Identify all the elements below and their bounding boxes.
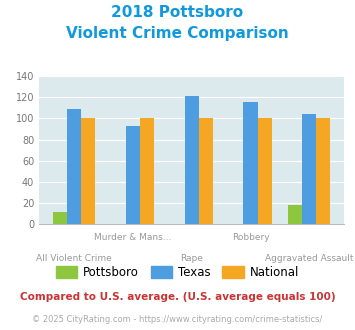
Bar xyxy=(288,205,302,224)
Bar xyxy=(81,118,95,224)
Text: Violent Crime Comparison: Violent Crime Comparison xyxy=(66,26,289,41)
Text: Murder & Mans...: Murder & Mans... xyxy=(94,233,171,242)
Text: Rape: Rape xyxy=(180,254,203,263)
Text: © 2025 CityRating.com - https://www.cityrating.com/crime-statistics/: © 2025 CityRating.com - https://www.city… xyxy=(32,315,323,324)
Bar xyxy=(126,126,140,224)
Bar xyxy=(199,118,213,224)
Bar xyxy=(244,102,258,224)
Text: Compared to U.S. average. (U.S. average equals 100): Compared to U.S. average. (U.S. average … xyxy=(20,292,335,302)
Bar xyxy=(258,118,272,224)
Text: Robbery: Robbery xyxy=(232,233,269,242)
Text: All Violent Crime: All Violent Crime xyxy=(36,254,112,263)
Legend: Pottsboro, Texas, National: Pottsboro, Texas, National xyxy=(51,262,304,284)
Bar xyxy=(302,114,316,224)
Bar xyxy=(316,118,331,224)
Bar xyxy=(185,96,199,224)
Text: Aggravated Assault: Aggravated Assault xyxy=(265,254,354,263)
Text: 2018 Pottsboro: 2018 Pottsboro xyxy=(111,5,244,20)
Bar xyxy=(53,212,67,224)
Bar xyxy=(67,109,81,224)
Bar xyxy=(140,118,154,224)
